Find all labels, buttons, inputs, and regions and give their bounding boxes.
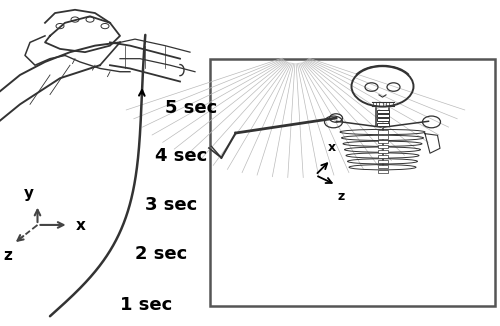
Bar	[376, 123, 388, 126]
Bar	[378, 150, 388, 153]
Bar	[376, 114, 388, 117]
Bar	[378, 145, 388, 148]
Text: z: z	[3, 248, 12, 263]
Bar	[378, 130, 388, 134]
Text: x: x	[328, 141, 336, 154]
Bar	[378, 160, 388, 163]
Text: 5 sec: 5 sec	[165, 98, 217, 117]
Text: 2 sec: 2 sec	[135, 245, 187, 263]
Bar	[378, 155, 388, 158]
Bar	[376, 110, 388, 113]
Text: z: z	[338, 190, 344, 203]
Bar	[378, 135, 388, 139]
Text: y: y	[24, 186, 34, 201]
Text: 4 sec: 4 sec	[155, 147, 208, 166]
Bar	[378, 140, 388, 143]
Text: 3 sec: 3 sec	[145, 196, 197, 215]
Text: 1 sec: 1 sec	[120, 296, 172, 314]
Bar	[378, 165, 388, 168]
Bar	[378, 170, 388, 173]
Bar	[210, 59, 495, 306]
Bar	[376, 118, 388, 121]
Text: x: x	[76, 218, 86, 233]
